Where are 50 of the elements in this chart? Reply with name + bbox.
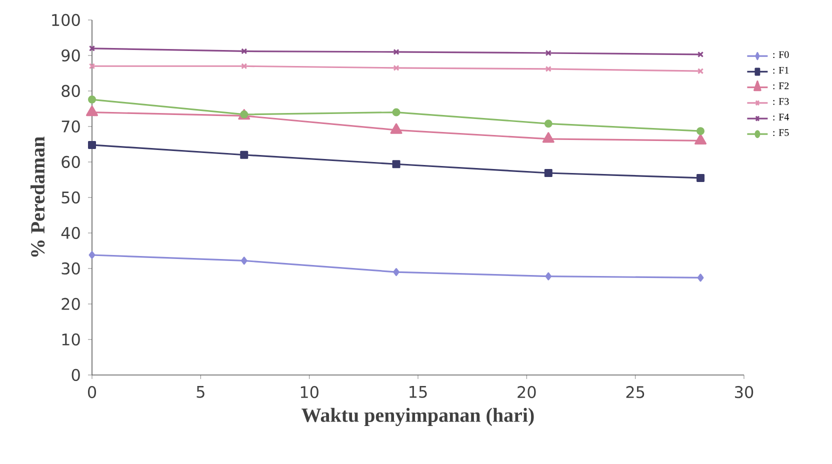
point	[696, 127, 705, 136]
y-tick-label: 70	[62, 120, 80, 133]
y-axis-title: % Peredaman	[30, 136, 45, 257]
point	[240, 256, 248, 265]
y-tick-label: 40	[61, 226, 80, 240]
y-tick-label: 30	[62, 262, 80, 275]
point	[544, 120, 552, 128]
legend-label: : F5	[773, 129, 789, 136]
legend-label: : F0	[773, 51, 789, 58]
x-tick-label: 0	[88, 386, 96, 398]
x-tick-label: 15	[410, 386, 427, 398]
point	[694, 134, 707, 144]
point	[544, 168, 552, 177]
y-tick-label: 60	[62, 156, 80, 168]
y-tick-label: 20	[62, 298, 80, 310]
point	[545, 50, 552, 56]
point	[392, 108, 400, 116]
point	[393, 268, 400, 276]
x-axis-title: Waktu penyimpanan (hari)	[302, 408, 534, 426]
y-tick-label: 10	[62, 333, 80, 346]
x-tick-label: 20	[518, 386, 536, 398]
point	[240, 150, 248, 159]
point	[542, 132, 554, 143]
point	[545, 66, 552, 72]
legend-label: : F4	[773, 114, 790, 120]
y-tick-label: 50	[62, 191, 80, 204]
x-tick-label: 30	[735, 386, 754, 398]
point	[88, 96, 96, 104]
x-tick-label: 25	[626, 386, 644, 398]
point	[696, 174, 705, 182]
x-tick-label: 5	[196, 386, 204, 398]
legend-label: : F2	[773, 82, 789, 90]
y-tick-label: 80	[62, 84, 80, 98]
point	[241, 63, 248, 70]
y-tick-label: 0	[72, 368, 80, 382]
point	[390, 123, 402, 134]
point	[393, 48, 400, 55]
point	[697, 274, 704, 282]
y-tick-label: 100	[52, 14, 80, 26]
point	[88, 140, 96, 149]
point	[241, 48, 248, 54]
x-tick-label: 10	[300, 386, 318, 398]
point	[86, 105, 98, 116]
legend-label: : F3	[773, 98, 789, 105]
y-tick-label: 90	[62, 49, 80, 62]
point	[392, 160, 400, 168]
point	[393, 64, 400, 71]
point	[545, 272, 552, 280]
point	[88, 250, 96, 259]
legend-label: : F1	[773, 66, 789, 74]
